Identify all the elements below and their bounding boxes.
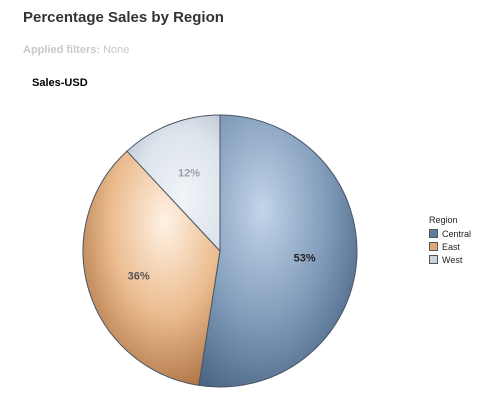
slice-label-central: 53% — [294, 253, 316, 265]
slice-label-east: 36% — [128, 271, 150, 283]
legend-label-west: West — [442, 254, 463, 265]
legend-item-west: West — [429, 253, 471, 266]
legend-label-east: East — [442, 241, 461, 252]
filters-value: None — [103, 44, 130, 56]
pie-slice-west[interactable] — [126, 114, 221, 253]
filters-label: Applied filters: — [23, 44, 101, 56]
legend-swatch-central — [429, 229, 438, 238]
chart-title: Sales-USD — [32, 77, 88, 89]
legend-swatch-west — [429, 255, 438, 264]
legend-swatch-east — [429, 242, 438, 251]
page-title: Percentage Sales by Region — [23, 9, 224, 26]
applied-filters: Applied filters: None — [23, 44, 129, 56]
legend-item-central: Central — [429, 227, 471, 240]
slice-label-west: 12% — [178, 168, 200, 180]
pie-slice-east[interactable] — [82, 150, 221, 386]
chart-legend: Region Central East West — [429, 215, 471, 266]
legend-title: Region — [429, 215, 458, 225]
legend-label-central: Central — [442, 228, 472, 239]
pie-slice-central[interactable] — [198, 114, 358, 388]
legend-item-east: East — [429, 240, 471, 253]
